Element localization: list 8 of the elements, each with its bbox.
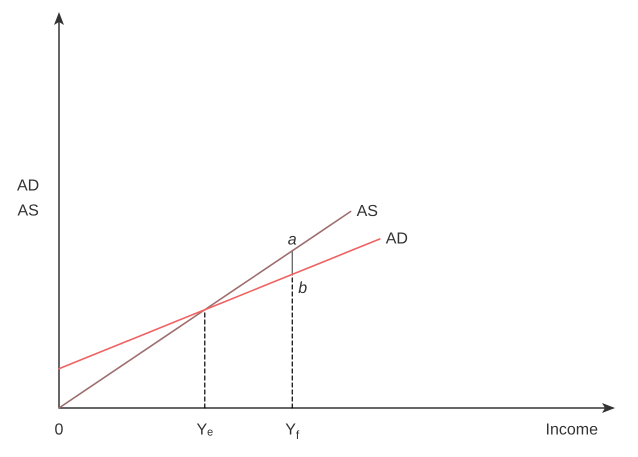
y-axis-title: AD AS <box>16 178 40 220</box>
x-tick-label: Yₑ <box>196 422 214 438</box>
x-axis-title: Income <box>546 422 598 438</box>
series-label: AD <box>386 230 408 248</box>
x-tick-label: 0 <box>54 422 64 438</box>
series-label: AS <box>356 203 378 220</box>
annotation: a <box>288 231 297 248</box>
annotation: b <box>298 280 308 297</box>
